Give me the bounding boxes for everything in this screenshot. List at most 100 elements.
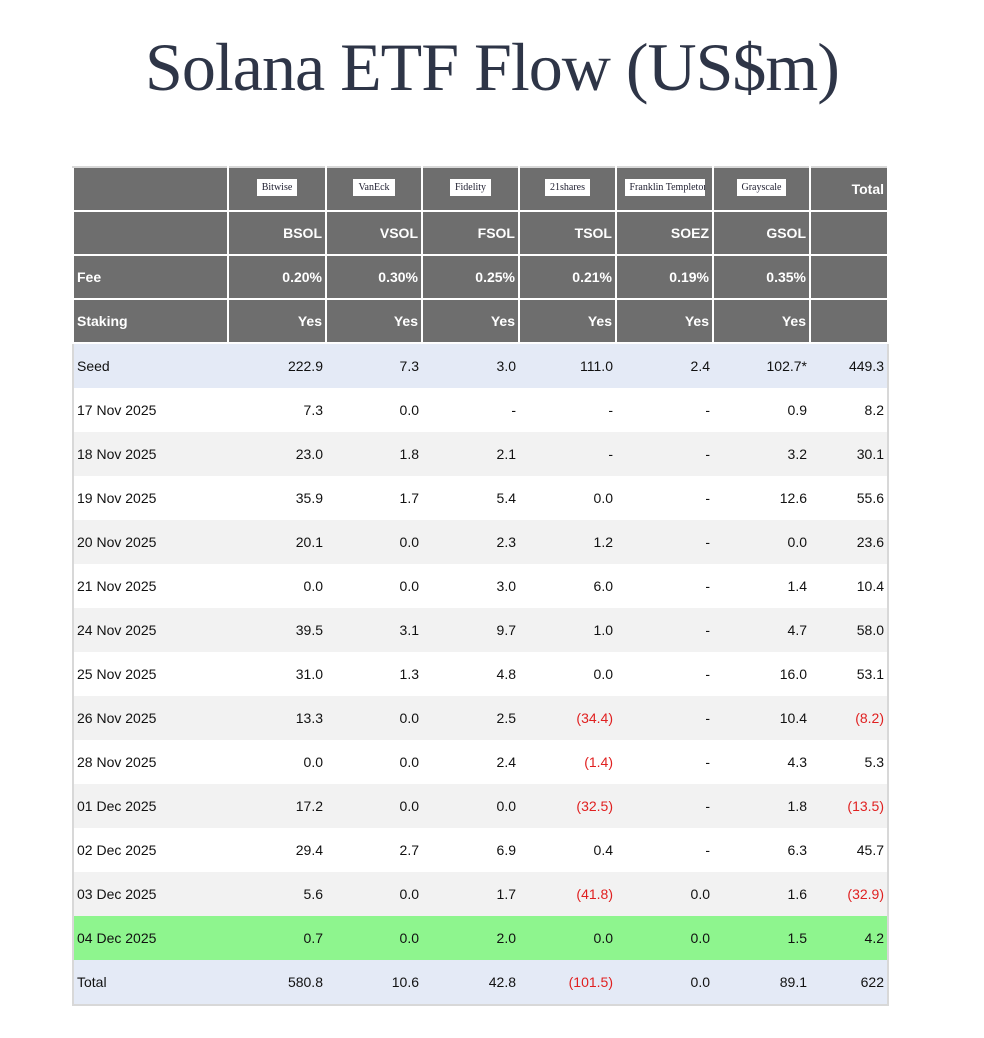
- flow-value: (1.4): [584, 754, 613, 770]
- flow-value: 16.0: [779, 666, 807, 682]
- flow-value: 0.9: [787, 402, 807, 418]
- flow-row: 19 Nov 2025 35.9 1.7 5.4 0.0 - 12.6 55.6: [72, 476, 889, 520]
- flow-value: 6.0: [593, 578, 613, 594]
- flow-value: 7.3: [303, 402, 323, 418]
- flow-value: 580.8: [228, 960, 326, 1006]
- staking-value: Yes: [421, 298, 520, 344]
- ticker: VSOL: [325, 210, 423, 256]
- flow-row: 17 Nov 2025 7.3 0.0 - - - 0.9 8.2: [72, 388, 889, 432]
- ticker: BSOL: [227, 210, 327, 256]
- staking-row: Staking Yes Yes Yes Yes Yes Yes: [72, 298, 889, 344]
- flow-value: 0.0: [303, 578, 323, 594]
- flow-value: -: [705, 402, 710, 418]
- fee-value: 0.35%: [712, 254, 811, 300]
- issuer-logo: VanEck: [353, 179, 395, 196]
- fee-value: 0.21%: [518, 254, 617, 300]
- flow-value: 35.9: [295, 490, 323, 506]
- flow-value: 3.0: [496, 578, 516, 594]
- flow-value: 23.6: [810, 520, 889, 564]
- row-label: 18 Nov 2025: [72, 432, 228, 476]
- flow-value: 10.4: [713, 696, 810, 740]
- row-label: Total: [72, 960, 228, 1006]
- ticker: GSOL: [712, 210, 811, 256]
- issuer-logo: Franklin Templeton: [624, 179, 705, 196]
- flow-value: 2.1: [422, 432, 519, 476]
- page-title: Solana ETF Flow (US$m): [145, 29, 840, 105]
- flow-row: 02 Dec 2025 29.4 2.7 6.9 0.4 - 6.3 45.7: [72, 828, 889, 872]
- flow-value: 1.6: [713, 872, 810, 916]
- flow-value: 0.0: [593, 666, 613, 682]
- flow-value: 20.1: [228, 520, 326, 564]
- row-label: 26 Nov 2025: [72, 696, 228, 740]
- row-label: 17 Nov 2025: [72, 388, 228, 432]
- flow-value: 12.6: [779, 490, 807, 506]
- flow-value: 30.1: [810, 432, 889, 476]
- fee-value: 0.25%: [421, 254, 520, 300]
- flow-value: 0.0: [303, 754, 323, 770]
- flow-value: -: [705, 842, 710, 858]
- total-header: Total: [809, 166, 889, 212]
- flow-row: 21 Nov 2025 0.0 0.0 3.0 6.0 - 1.4 10.4: [72, 564, 889, 608]
- fee-value: 0.20%: [227, 254, 327, 300]
- etf-flow-table: Bitwise VanEck Fidelity 21shares Franklin Te…: [72, 166, 889, 1006]
- flow-value: 39.5: [228, 608, 326, 652]
- flow-value: 1.7: [399, 490, 419, 506]
- flow-value: 0.0: [399, 578, 419, 594]
- flow-value: -: [705, 578, 710, 594]
- flow-value: 1.2: [519, 520, 616, 564]
- flow-value: 5.6: [228, 872, 326, 916]
- flow-value: 3.2: [713, 432, 810, 476]
- flow-value: (41.8): [519, 872, 616, 916]
- flow-value: 2.3: [422, 520, 519, 564]
- flow-value: 1.3: [399, 666, 419, 682]
- logo-cell: Franklin Templeton: [615, 166, 714, 212]
- issuer-logo: Fidelity: [449, 179, 492, 196]
- staking-value: Yes: [325, 298, 423, 344]
- issuer-logo: 21shares: [545, 179, 590, 196]
- flow-value: 1.4: [787, 578, 807, 594]
- flow-value: 0.0: [326, 872, 422, 916]
- logo-cell: Fidelity: [421, 166, 520, 212]
- flow-value: (32.5): [519, 784, 616, 828]
- flow-value: 4.2: [810, 916, 889, 960]
- row-label: 25 Nov 2025: [72, 652, 228, 696]
- flow-row: Total 580.8 10.6 42.8 (101.5) 0.0 89.1 622: [72, 960, 889, 1006]
- flow-value: 2.7: [399, 842, 419, 858]
- flow-row: 25 Nov 2025 31.0 1.3 4.8 0.0 - 16.0 53.1: [72, 652, 889, 696]
- flow-row: 03 Dec 2025 5.6 0.0 1.7 (41.8) 0.0 1.6 (32.9): [72, 872, 889, 916]
- flow-value: 0.0: [616, 960, 713, 1006]
- logo-cell: 21shares: [518, 166, 617, 212]
- row-label: 28 Nov 2025: [72, 740, 228, 784]
- fee-row: Fee 0.20% 0.30% 0.25% 0.21% 0.19% 0.35%: [72, 254, 889, 300]
- flow-value: 5.3: [810, 740, 889, 784]
- flow-value: 9.7: [422, 608, 519, 652]
- ticker: FSOL: [421, 210, 520, 256]
- row-label: 03 Dec 2025: [72, 872, 228, 916]
- flow-value: 0.0: [326, 784, 422, 828]
- flow-value: 2.4: [496, 754, 516, 770]
- flow-value: (8.2): [810, 696, 889, 740]
- flow-row: 20 Nov 2025 20.1 0.0 2.3 1.2-0.0 23.6: [72, 520, 889, 564]
- flow-value: 0.0: [326, 916, 422, 960]
- flow-value: 0.0: [399, 754, 419, 770]
- flow-value: 1.5: [713, 916, 810, 960]
- header-row: BSOL VSOL FSOL TSOL SOEZ GSOL: [72, 210, 889, 256]
- flow-value: -: [616, 784, 713, 828]
- row-label: Seed: [72, 343, 228, 388]
- flow-row: 01 Dec 2025 17.2 0.0 0.0 (32.5) -1.8 (13.5): [72, 784, 889, 828]
- empty-cell: [809, 210, 889, 256]
- flow-value: -: [705, 754, 710, 770]
- flow-value: 4.8: [496, 666, 516, 682]
- logo-cell: Bitwise: [227, 166, 327, 212]
- empty-cell: [72, 166, 229, 212]
- flow-value: 6.3: [787, 842, 807, 858]
- flow-value: 0.0: [326, 696, 422, 740]
- flow-value: 89.1: [713, 960, 810, 1006]
- flow-value: 10.6: [326, 960, 422, 1006]
- row-label: 01 Dec 2025: [72, 784, 228, 828]
- flow-value: 2.0: [422, 916, 519, 960]
- flow-value: (101.5): [519, 960, 616, 1006]
- flow-value: 0.0: [519, 916, 616, 960]
- flow-value: 42.8: [422, 960, 519, 1006]
